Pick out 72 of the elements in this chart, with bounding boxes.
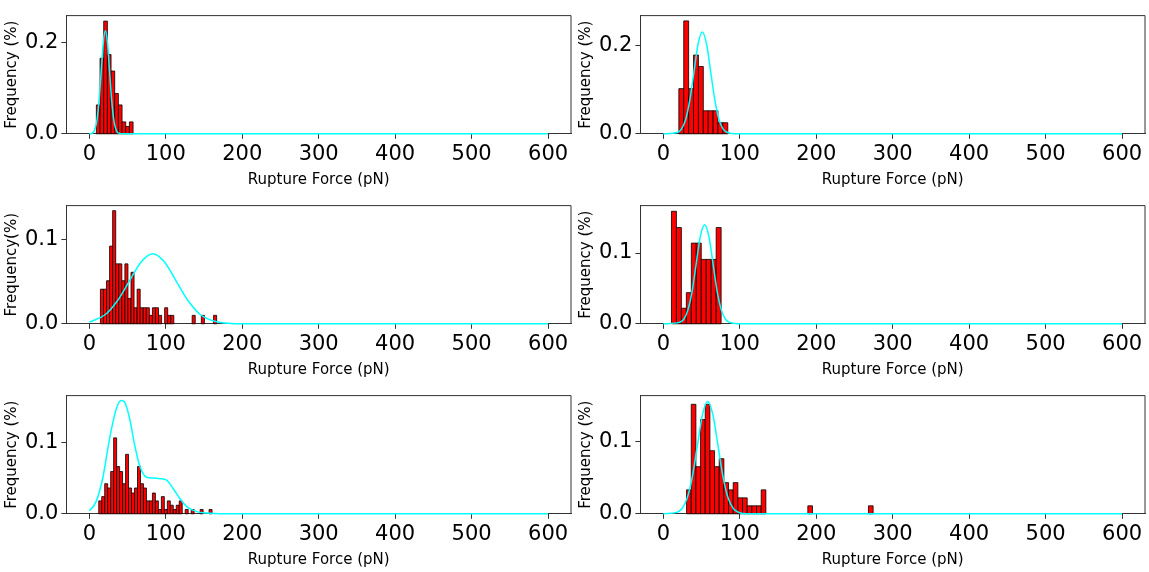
- y-tick-label: 0.0: [24, 310, 59, 335]
- x-tick-label: 200: [222, 520, 263, 545]
- x-tick-label: 600: [528, 520, 569, 545]
- y-tick-label: 0.2: [598, 31, 633, 56]
- x-tick-label: 500: [1025, 520, 1066, 545]
- x-tick-label: 300: [872, 330, 913, 355]
- x-tick-label: 200: [222, 140, 263, 165]
- line-series: [662, 400, 1123, 515]
- x-tick-label: 500: [1025, 140, 1066, 165]
- y-tick-label: 0.1: [598, 427, 633, 452]
- x-tick-label: 100: [719, 520, 760, 545]
- y-axis-title: Frequency (%): [575, 20, 594, 129]
- y-tick-label: 0.1: [24, 225, 59, 250]
- y-tick-label: 0.0: [598, 500, 633, 525]
- x-axis-title: Rupture Force (pN): [247, 359, 390, 378]
- x-axis-title: Rupture Force (pN): [247, 549, 390, 568]
- x-tick-label: 100: [145, 140, 186, 165]
- x-tick-label: 200: [222, 330, 263, 355]
- line-series: [88, 399, 549, 515]
- y-tick-label: 0.0: [598, 310, 633, 335]
- x-tick-label: 600: [528, 140, 569, 165]
- x-tick-label: 500: [1025, 330, 1066, 355]
- x-tick-label: 600: [1102, 520, 1143, 545]
- x-tick-label: 400: [949, 330, 990, 355]
- x-axis-title: Rupture Force (pN): [821, 169, 964, 188]
- x-tick-label: 400: [375, 330, 416, 355]
- x-tick-label: 400: [375, 520, 416, 545]
- x-tick-label: 300: [872, 140, 913, 165]
- x-tick-label: 100: [719, 330, 760, 355]
- x-tick-label: 0: [82, 330, 97, 355]
- x-tick-label: 600: [1102, 140, 1143, 165]
- line-series: [662, 223, 1123, 325]
- x-axis-title: Rupture Force (pN): [821, 359, 964, 378]
- y-tick-label: 0.2: [24, 28, 59, 53]
- x-tick-label: 100: [145, 330, 186, 355]
- x-tick-label: 200: [796, 520, 837, 545]
- x-tick-label: 400: [949, 520, 990, 545]
- x-axis-title: Rupture Force (pN): [821, 549, 964, 568]
- y-tick-label: 0.0: [598, 120, 633, 145]
- x-tick-label: 300: [872, 520, 913, 545]
- y-tick-label: 0.1: [24, 428, 59, 453]
- x-tick-label: 0: [82, 520, 97, 545]
- x-tick-label: 500: [451, 140, 492, 165]
- x-tick-label: 100: [145, 520, 186, 545]
- y-axis-title: Frequency(%): [1, 212, 20, 317]
- x-tick-label: 0: [656, 330, 671, 355]
- x-tick-label: 0: [656, 520, 671, 545]
- x-tick-label: 600: [528, 330, 569, 355]
- line-series: [662, 31, 1123, 135]
- x-tick-label: 400: [375, 140, 416, 165]
- y-tick-label: 0.1: [598, 239, 633, 264]
- line-series: [88, 29, 549, 135]
- y-axis-title: Frequency (%): [575, 400, 594, 509]
- x-axis-title: Rupture Force (pN): [247, 169, 390, 188]
- x-tick-label: 300: [298, 140, 339, 165]
- line-series: [88, 252, 549, 325]
- y-tick-label: 0.0: [24, 500, 59, 525]
- y-axis-title: Frequency (%): [575, 210, 594, 319]
- x-tick-label: 0: [656, 140, 671, 165]
- x-tick-label: 0: [82, 140, 97, 165]
- x-tick-label: 500: [451, 520, 492, 545]
- x-tick-label: 300: [298, 330, 339, 355]
- x-tick-label: 300: [298, 520, 339, 545]
- x-tick-label: 100: [719, 140, 760, 165]
- y-tick-label: 0.0: [24, 120, 59, 145]
- y-axis-title: Frequency (%): [1, 20, 20, 129]
- y-axis-title: Frequency (%): [1, 400, 20, 509]
- x-tick-label: 200: [796, 330, 837, 355]
- x-tick-label: 200: [796, 140, 837, 165]
- x-tick-label: 500: [451, 330, 492, 355]
- x-tick-label: 600: [1102, 330, 1143, 355]
- x-tick-label: 400: [949, 140, 990, 165]
